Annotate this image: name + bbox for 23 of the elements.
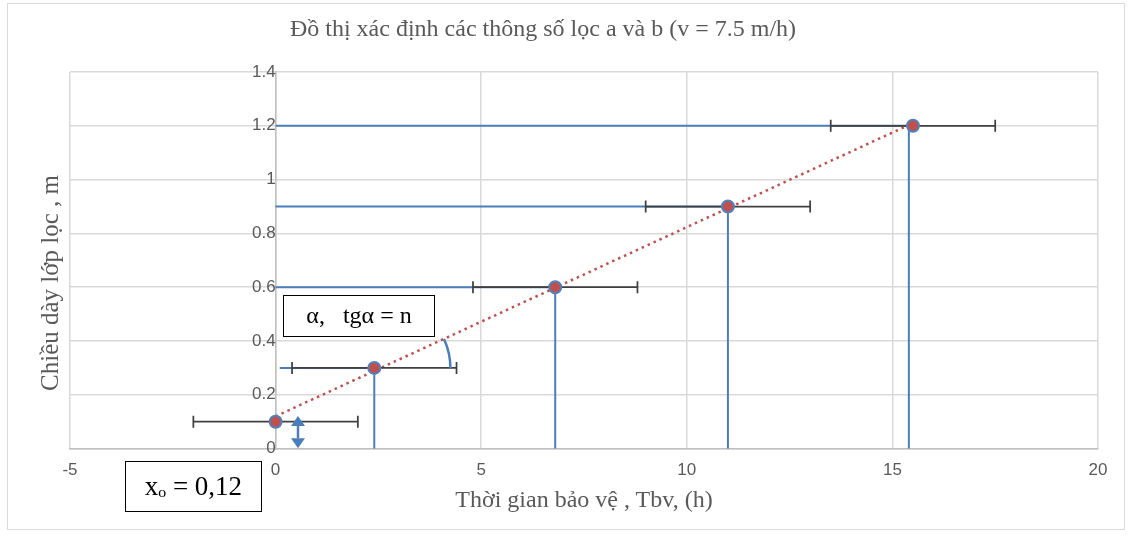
x-tick-label: 20 xyxy=(1088,460,1108,480)
point xyxy=(268,414,283,429)
point xyxy=(548,280,563,295)
point xyxy=(905,118,920,133)
y-tick-label: 0.2 xyxy=(251,384,276,404)
point xyxy=(367,360,382,375)
annotation: α, tgα = n xyxy=(306,302,412,330)
y-tick-label: 0.8 xyxy=(251,223,276,243)
x-tick-label: 5 xyxy=(476,460,486,480)
x-tick-label: 15 xyxy=(882,460,902,480)
y-tick-label: 1.4 xyxy=(251,61,276,81)
text: xₒ = 0,12 xyxy=(144,470,243,503)
x-tick-label: -5 xyxy=(62,460,78,480)
y-axis-title: Chiều dày lớp lọc , m xyxy=(35,175,64,391)
y-tick-label: 1.2 xyxy=(251,115,276,135)
chart-title: Đồ thị xác định các thông số lọc a và b (v = 7.5 m/h) xyxy=(289,15,797,43)
x-tick-label: 10 xyxy=(677,460,697,480)
y-tick-label: 0.4 xyxy=(251,330,276,350)
point xyxy=(720,199,735,214)
y-tick-label: 1 xyxy=(266,169,276,189)
y-tick-label: 0 xyxy=(266,438,276,458)
y-tick-label: 0.6 xyxy=(251,276,276,296)
x-axis-title: Thời gian bảo vệ , Tbv, (h) xyxy=(455,486,713,514)
